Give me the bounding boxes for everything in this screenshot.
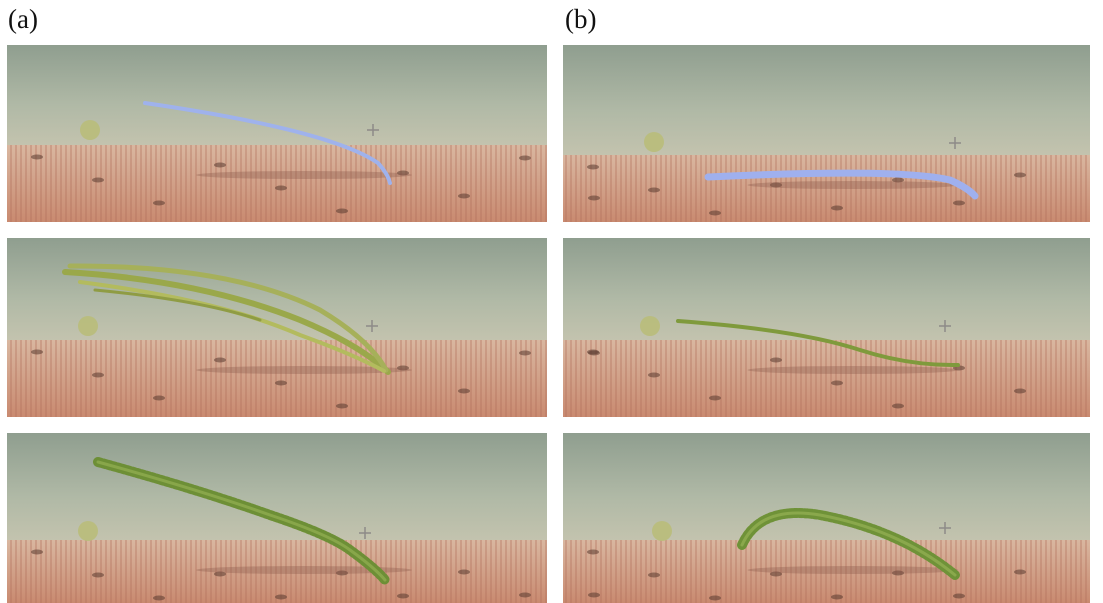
sand-spot (648, 373, 660, 378)
water (563, 433, 1090, 540)
sand-spot (275, 381, 287, 386)
sand-spot (709, 396, 721, 401)
sand-spot (92, 373, 104, 378)
photo-panel (563, 238, 1090, 417)
sand-spot (458, 570, 470, 575)
sand-spot (953, 201, 965, 206)
plant-shadow (196, 171, 412, 179)
sand-spot (648, 188, 660, 193)
sand-spot (587, 165, 599, 170)
marker-dot (80, 120, 100, 140)
sand-spot (770, 358, 782, 363)
marker-dot (78, 316, 98, 336)
sand-spot (214, 358, 226, 363)
sand-spot (588, 196, 600, 201)
plant-shadow (747, 566, 958, 574)
sand-texture (563, 340, 1090, 417)
sand-spot (587, 550, 599, 555)
sand-spot (953, 594, 965, 599)
sand-spot (336, 404, 348, 409)
sand-texture (7, 340, 547, 417)
sand-spot (214, 163, 226, 168)
sand-spot (588, 351, 600, 356)
photo-panel (7, 45, 547, 222)
sand-spot (519, 351, 531, 356)
photo-panel (7, 238, 547, 417)
page: (a) (b) (() => { const data = JSON.parse… (0, 0, 1103, 603)
sand-spot (831, 206, 843, 211)
sand-spot (336, 209, 348, 214)
water (563, 45, 1090, 155)
sand-spot (1014, 389, 1026, 394)
sand-spot (275, 595, 287, 600)
sand-spot (397, 594, 409, 599)
photo-panel (563, 433, 1090, 603)
photo-panel (563, 45, 1090, 222)
plant-shadow (747, 366, 958, 374)
marker-dot (644, 132, 664, 152)
sand-spot (153, 201, 165, 206)
plant-shadow (747, 181, 958, 189)
sand-spot (275, 186, 287, 191)
sand-spot (892, 404, 904, 409)
sand-texture (7, 145, 547, 222)
sand-spot (31, 550, 43, 555)
panel-label: (b) (565, 4, 596, 34)
sand-spot (519, 593, 531, 598)
sand-spot (709, 596, 721, 601)
sand-spot (709, 211, 721, 216)
marker-dot (652, 521, 672, 541)
sand-spot (1014, 173, 1026, 178)
sand-spot (648, 573, 660, 578)
sand-spot (92, 178, 104, 183)
figure: (a) (b) (0, 0, 1103, 603)
sand-spot (92, 573, 104, 578)
sand-spot (153, 596, 165, 601)
photo-panel (7, 433, 547, 603)
sand-spot (519, 156, 531, 161)
marker-dot (640, 316, 660, 336)
sand-spot (458, 389, 470, 394)
sand-spot (31, 155, 43, 160)
sand-spot (458, 194, 470, 199)
sand-spot (153, 396, 165, 401)
sand-spot (1014, 570, 1026, 575)
panel-label: (a) (8, 4, 38, 34)
sand-spot (831, 595, 843, 600)
sand-spot (831, 381, 843, 386)
sand-spot (31, 350, 43, 355)
sand-spot (588, 593, 600, 598)
marker-dot (78, 521, 98, 541)
